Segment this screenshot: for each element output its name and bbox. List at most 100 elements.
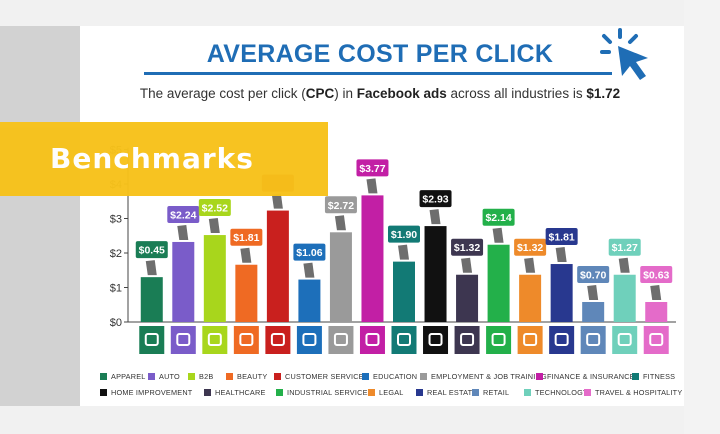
benchmarks-banner: Benchmarks <box>0 122 328 196</box>
legend-swatch <box>204 389 211 396</box>
legend-swatch <box>362 373 369 380</box>
icon-glyph <box>144 333 159 346</box>
value-label-box <box>135 241 168 259</box>
legend-item: HEALTHCARE <box>204 388 266 397</box>
legend-swatch <box>536 373 543 380</box>
hand-icon <box>303 262 315 278</box>
legend-label: EMPLOYMENT & JOB TRAINING <box>431 372 547 381</box>
value-label-box <box>167 205 200 223</box>
legend-label: INDUSTRIAL SERVICES <box>287 388 373 397</box>
legend-label: TECHNOLOGY <box>535 388 589 397</box>
icon-glyph <box>491 333 506 346</box>
bar-15 <box>582 301 605 322</box>
bar-3 <box>203 235 226 322</box>
hand-icon <box>334 215 346 231</box>
medical-kit-icon <box>454 326 480 354</box>
hand-icon <box>366 178 378 194</box>
icon-glyph <box>617 333 632 346</box>
value-label: $2.93 <box>422 194 448 206</box>
hand-icon <box>177 224 189 240</box>
legend-swatch <box>632 373 639 380</box>
legend-label: REAL ESTATE <box>427 388 478 397</box>
value-label-box <box>482 208 515 226</box>
value-label-box <box>514 238 547 256</box>
bar-5 <box>266 210 289 322</box>
bar-12 <box>487 244 510 322</box>
bar-16 <box>613 274 636 322</box>
bar-4 <box>235 264 258 322</box>
value-label: $0.70 <box>580 269 606 281</box>
legend-label: HEALTHCARE <box>215 388 266 397</box>
legend-item: TECHNOLOGY <box>524 388 588 397</box>
y-tick-label: $1 <box>110 283 122 295</box>
tag-icon <box>580 326 606 354</box>
legend-item: REAL ESTATE <box>416 388 477 397</box>
chart-subtitle: The average cost per click (CPC) in Face… <box>139 86 621 101</box>
y-tick-label: $2 <box>110 248 122 260</box>
value-label: $3.77 <box>359 163 385 175</box>
legend-swatch <box>472 389 479 396</box>
bottom-band <box>0 406 684 434</box>
value-label: $0.45 <box>139 245 165 257</box>
hand-icon <box>208 218 220 234</box>
arm-icon <box>391 326 417 354</box>
icon-glyph <box>239 333 254 346</box>
bar-17 <box>645 301 668 322</box>
mirror-icon <box>233 326 259 354</box>
legend-swatch <box>416 389 423 396</box>
value-label: $1.32 <box>454 242 480 254</box>
legend-item: EMPLOYMENT & JOB TRAINING <box>420 372 547 381</box>
bar-1 <box>140 277 163 322</box>
legend-label: HOME IMPROVEMENT <box>111 388 193 397</box>
value-label-box <box>198 199 231 217</box>
value-label-box <box>388 225 420 243</box>
t-shirt-icon <box>139 326 165 354</box>
bar-10 <box>424 226 447 322</box>
hand-icon <box>524 257 536 273</box>
value-label: $1.90 <box>391 229 417 241</box>
value-label-box <box>451 238 484 256</box>
handshake-icon <box>202 326 228 354</box>
hand-icon <box>492 227 504 243</box>
value-label: $1.27 <box>612 242 638 254</box>
hand-icon <box>587 284 599 300</box>
icon-glyph <box>460 333 475 346</box>
top-band <box>0 0 684 26</box>
legend-swatch <box>188 373 195 380</box>
icon-glyph <box>302 333 317 346</box>
legend-item: HOME IMPROVEMENT <box>100 388 192 397</box>
bar-14 <box>550 264 573 322</box>
legend-swatch <box>226 373 233 380</box>
bar-6 <box>298 279 321 322</box>
value-label: $2.14 <box>485 212 511 224</box>
chart-title: AVERAGE COST PER CLICK <box>206 40 554 68</box>
legend-item: LEGAL <box>368 388 404 397</box>
icon-glyph <box>523 333 538 346</box>
value-label: $1.06 <box>296 247 322 259</box>
legend-item: FITNESS <box>632 372 675 381</box>
hand-icon <box>650 284 662 300</box>
legend-label: FINANCE & INSURANCE <box>547 372 635 381</box>
legend-swatch <box>148 373 155 380</box>
y-tick-label: $0 <box>110 317 122 329</box>
legend-swatch <box>276 389 283 396</box>
legend-item: TRAVEL & HOSPITALITY <box>584 388 682 397</box>
icon-glyph <box>649 333 664 346</box>
bar-8 <box>361 195 384 322</box>
value-label: $2.52 <box>202 203 228 215</box>
icon-glyph <box>586 333 601 346</box>
headset-icon <box>265 326 291 354</box>
legend-item: B2B <box>188 372 213 381</box>
benchmarks-label: Benchmarks <box>50 142 254 175</box>
money-bag-icon <box>359 326 385 354</box>
gavel-icon <box>517 326 543 354</box>
legend-label: LEGAL <box>379 388 404 397</box>
value-label-box <box>293 243 326 261</box>
legend-item: CUSTOMER SERVICES <box>274 372 369 381</box>
legend-label: EDUCATION <box>373 372 418 381</box>
icon-glyph <box>270 333 285 346</box>
book-icon <box>296 326 322 354</box>
car-icon <box>170 326 196 354</box>
bar-2 <box>172 241 195 322</box>
value-label-box <box>356 159 389 177</box>
